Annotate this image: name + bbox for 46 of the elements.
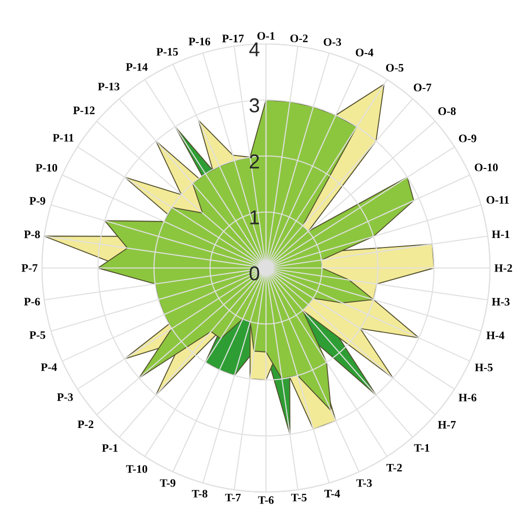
spoke-label: T-10 <box>126 465 148 473</box>
spoke-label: O-4 <box>356 48 374 56</box>
spoke-label: P-10 <box>36 164 58 172</box>
spoke-label: H-4 <box>486 332 504 340</box>
spoke-label: H-6 <box>458 394 476 402</box>
spoke-label: O-11 <box>486 196 509 204</box>
spoke-label: O-7 <box>414 84 432 92</box>
spoke-label: H-5 <box>474 364 493 372</box>
spoke-label: P-9 <box>29 197 46 205</box>
spoke-label: O-9 <box>458 134 476 142</box>
spoke-label: P-3 <box>57 393 73 401</box>
spoke-label: T-9 <box>160 479 176 487</box>
spoke-label: P-4 <box>40 363 57 371</box>
y-tick-label: 3 <box>250 98 260 112</box>
spoke-label: O-2 <box>290 34 308 42</box>
spoke-label: P-11 <box>52 134 74 142</box>
spoke-label: P-8 <box>24 230 40 238</box>
spoke-label: P-12 <box>73 106 95 114</box>
spoke-label: P-2 <box>78 420 94 428</box>
spoke-label: P-16 <box>188 38 210 46</box>
spoke-label: O-10 <box>474 164 498 172</box>
y-tick-label: 4 <box>249 42 260 56</box>
spoke-label: T-7 <box>225 494 241 502</box>
spoke-label: H-2 <box>494 264 512 272</box>
spoke-label: P-14 <box>126 63 148 71</box>
spoke-label: H-3 <box>492 298 510 306</box>
spoke-label: P-17 <box>222 34 244 42</box>
spoke-label: P-6 <box>24 298 40 306</box>
spoke-label: P-15 <box>156 48 178 56</box>
spoke-label: O-8 <box>438 107 456 116</box>
spoke-label: T-8 <box>192 490 208 498</box>
spoke-label: O-3 <box>324 38 342 46</box>
spoke-label: T-1 <box>414 444 430 452</box>
spoke-label: T-6 <box>258 496 274 504</box>
spoke-label: T-2 <box>386 464 402 472</box>
spoke-label: T-3 <box>356 479 372 487</box>
spoke-label: O-1 <box>257 32 275 40</box>
spoke-label: H-1 <box>492 230 510 238</box>
spoke-label: P-7 <box>22 264 38 272</box>
spoke-label: T-4 <box>324 490 340 498</box>
spoke-label: P-13 <box>98 82 120 90</box>
spoke-label: P-1 <box>102 444 118 452</box>
spoke-label: P-5 <box>29 331 46 339</box>
spoke-label: O-5 <box>386 64 404 72</box>
spoke-label: H-7 <box>438 421 456 428</box>
spoke-label: T-5 <box>291 494 307 502</box>
